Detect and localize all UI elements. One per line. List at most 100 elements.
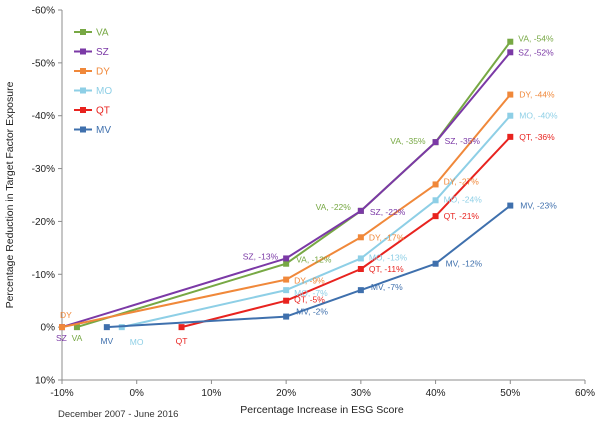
axes: -10% 0% 10% 20% 30% 40% 50% 60% -60% -50% -40% -30%… — [32, 6, 595, 400]
data-label: QT, -36% — [519, 132, 555, 142]
legend-item-mo: MO — [74, 86, 112, 97]
legend-swatch-marker — [80, 29, 86, 35]
data-point-marker — [59, 324, 65, 331]
data-point-marker — [507, 133, 514, 140]
y-tick-label: -40% — [32, 111, 55, 122]
y-axis-title: Percentage Reduction in Target Factor Ex… — [4, 81, 16, 308]
legend-item-dy: DY — [74, 67, 110, 78]
data-label-group: VA VA, -12% VA, -22% VA, -35% VA, -54% SZ SZ, … — [56, 34, 558, 347]
data-label: MO — [130, 337, 144, 347]
data-label: MV, -7% — [371, 282, 403, 292]
x-tick-label: 40% — [426, 388, 446, 399]
data-point-marker — [432, 213, 439, 220]
data-point-marker — [283, 287, 290, 294]
y-tick-label: -60% — [32, 6, 55, 17]
data-point-marker — [178, 324, 185, 331]
legend-item-sz: SZ — [74, 47, 109, 58]
data-point-marker — [283, 255, 290, 262]
data-label: MO, -40% — [519, 111, 558, 121]
data-point-marker — [507, 38, 514, 45]
series-group — [59, 38, 514, 331]
x-axis-title: Percentage Increase in ESG Score — [240, 404, 404, 416]
data-point-marker — [507, 112, 514, 119]
data-label: MO, -24% — [444, 194, 483, 204]
data-label: VA, -22% — [316, 202, 352, 212]
data-point-marker — [507, 91, 514, 98]
data-label: MV — [100, 336, 113, 346]
data-label: DY, -9% — [294, 276, 325, 286]
series-dy — [59, 91, 514, 331]
data-label: SZ, -22% — [370, 207, 406, 217]
y-tick-label: 10% — [35, 376, 55, 387]
data-point-marker — [357, 255, 364, 262]
legend-item-mv: MV — [74, 125, 111, 136]
y-tick-label: -30% — [32, 164, 55, 175]
data-point-marker — [432, 181, 439, 188]
legend-label: MO — [96, 86, 112, 97]
x-tick-label: 10% — [201, 388, 221, 399]
x-tick-label: 30% — [351, 388, 371, 399]
data-label: MV, -2% — [296, 307, 328, 317]
x-tick-label: 60% — [575, 388, 595, 399]
x-tick-label: 50% — [500, 388, 520, 399]
legend-item-va: VA — [74, 28, 109, 39]
x-tick-label: 0% — [129, 388, 144, 399]
data-label: MV, -23% — [520, 201, 557, 211]
data-label: MO, -7% — [294, 288, 328, 298]
data-label: VA — [72, 333, 83, 343]
date-range-footnote: December 2007 - June 2016 — [58, 409, 178, 420]
data-label: QT, -11% — [369, 264, 404, 274]
data-point-marker — [357, 266, 364, 272]
data-label: SZ, -13% — [243, 251, 279, 261]
legend-swatch-marker — [80, 126, 86, 133]
data-point-marker — [432, 260, 439, 267]
data-point-marker — [283, 313, 290, 320]
data-point-marker — [432, 197, 439, 204]
data-point-marker — [103, 324, 110, 331]
data-label: QT, -21% — [444, 211, 480, 221]
data-label: MO, -13% — [369, 252, 408, 262]
data-label: SZ — [56, 333, 67, 343]
data-point-marker — [507, 49, 514, 56]
y-tick-label: 0% — [41, 323, 56, 334]
legend-item-qt: QT — [74, 106, 110, 117]
y-tick-label: -20% — [32, 217, 55, 228]
y-tick-label: -50% — [32, 58, 55, 69]
data-point-marker — [507, 202, 514, 209]
data-point-marker — [432, 139, 439, 146]
data-label: VA, -54% — [518, 34, 554, 44]
data-point-marker — [283, 260, 290, 267]
data-label: DY, -27% — [444, 176, 480, 186]
data-label: MV, -12% — [446, 259, 483, 269]
data-label: SZ, -52% — [518, 47, 554, 57]
legend-label: DY — [96, 67, 110, 78]
data-label: SZ, -35% — [445, 136, 481, 146]
data-point-marker — [283, 297, 290, 304]
data-label: DY, -44% — [519, 90, 555, 100]
legend-swatch-marker — [80, 68, 86, 74]
legend-label: QT — [96, 106, 110, 117]
data-label: DY, -17% — [369, 232, 405, 242]
legend: VA SZ DY MO QT MV — [74, 28, 112, 136]
series-mv — [103, 202, 514, 331]
data-point-marker — [357, 234, 364, 241]
legend-label: SZ — [96, 47, 109, 58]
data-point-marker — [283, 276, 290, 283]
legend-label: VA — [96, 28, 109, 39]
x-tick-label: 20% — [276, 388, 296, 399]
legend-swatch-marker — [80, 107, 86, 113]
data-label: DY — [60, 310, 72, 320]
data-point-marker — [357, 207, 364, 214]
data-label: VA, -12% — [296, 255, 332, 265]
legend-label: MV — [96, 125, 111, 136]
series-qt — [178, 133, 514, 331]
legend-swatch-marker — [80, 48, 86, 55]
legend-swatch-marker — [80, 87, 86, 94]
data-label: VA, -35% — [390, 136, 426, 146]
data-point-marker — [357, 287, 364, 294]
data-label: QT, -5% — [294, 295, 325, 305]
x-tick-label: -10% — [50, 388, 73, 399]
